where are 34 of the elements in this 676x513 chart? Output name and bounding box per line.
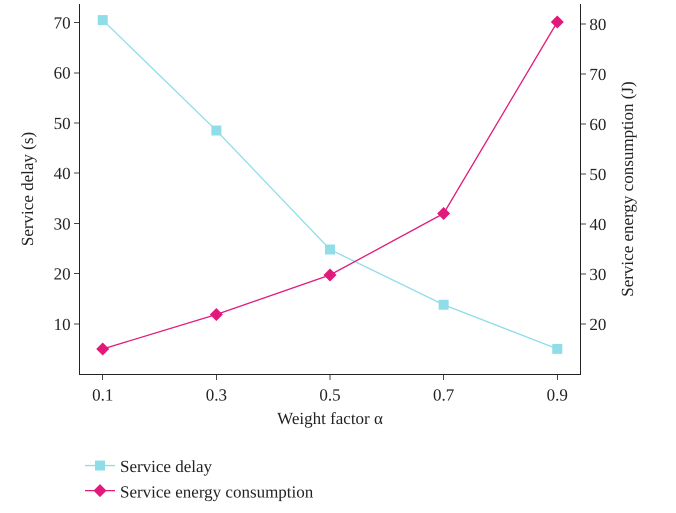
point xyxy=(211,126,222,136)
y2-tick-label: 60 xyxy=(589,114,606,134)
x-tick-label: 0.7 xyxy=(433,385,455,404)
y2-tick-label: 70 xyxy=(589,64,606,84)
y-tick-label: 10 xyxy=(54,314,71,334)
y-tick-label: 50 xyxy=(54,114,71,133)
point xyxy=(324,268,336,282)
point xyxy=(98,15,108,26)
y-tick-label: 70 xyxy=(54,14,71,33)
y2-tick-label: 80 xyxy=(589,14,606,34)
legend-label: Service energy consumption xyxy=(120,482,314,502)
point xyxy=(552,344,562,354)
y2-tick-label: 50 xyxy=(589,164,606,184)
y2-tick-label: 40 xyxy=(589,214,606,234)
x-tick-label: 0.5 xyxy=(319,385,341,404)
y-tick-label: 60 xyxy=(54,64,71,83)
x-tick-label: 0.9 xyxy=(546,385,568,404)
point xyxy=(325,244,335,254)
y-tick-label: 30 xyxy=(54,214,71,234)
y2-tick-label: 30 xyxy=(589,264,606,284)
y-axis-title: Service delay (s) xyxy=(18,132,38,246)
point xyxy=(437,207,450,220)
y2-axis-title: Service energy consumption (J) xyxy=(618,81,637,297)
point xyxy=(438,300,449,310)
y-tick-label: 40 xyxy=(54,164,71,184)
x-tick-label: 0.1 xyxy=(92,385,114,404)
point xyxy=(550,16,564,28)
y2-tick-label: 20 xyxy=(589,314,606,334)
point xyxy=(96,342,110,356)
point xyxy=(210,308,223,321)
legend-label: Service delay xyxy=(120,457,213,476)
x-axis-title: Weight factor α xyxy=(277,408,383,428)
y-tick-label: 20 xyxy=(54,264,71,284)
x-tick-label: 0.3 xyxy=(206,385,227,404)
